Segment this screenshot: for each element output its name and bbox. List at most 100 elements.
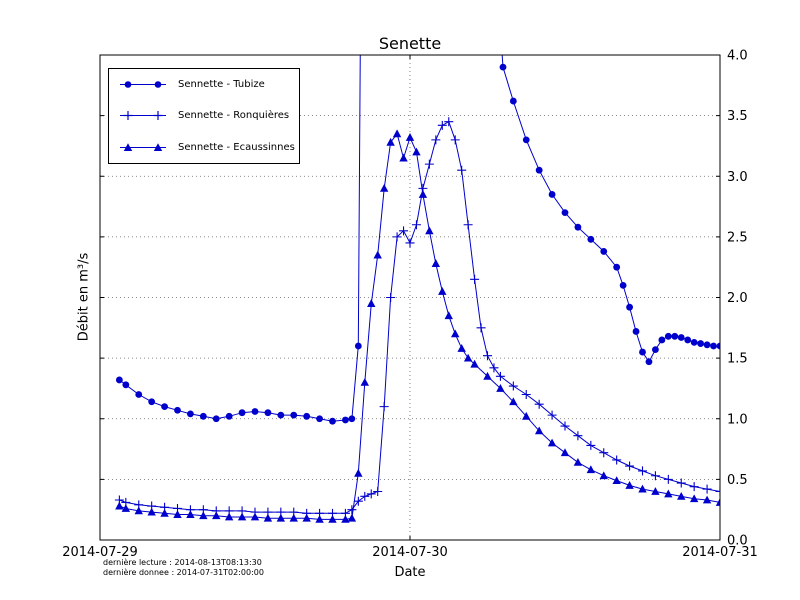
marker-circle: [684, 336, 692, 344]
marker-plus: [463, 220, 473, 230]
marker-triangle: [121, 504, 131, 512]
series-markers-ronquieres: [114, 117, 720, 518]
footer-last-reading: dernière lecture : 2014-08-13T08:13:30: [103, 558, 262, 567]
marker-circle: [548, 191, 556, 198]
marker-plus: [489, 363, 499, 373]
legend-label-ronquieres: Sennette - Ronquières: [178, 110, 290, 122]
marker-plus: [411, 220, 421, 230]
marker-circle: [619, 281, 627, 289]
marker-triangle: [367, 299, 376, 307]
marker-circle: [277, 411, 285, 419]
marker-circle: [522, 136, 530, 144]
marker-circle: [225, 412, 233, 420]
y-tick-label: 2.0: [727, 291, 748, 306]
marker-triangle: [412, 147, 421, 156]
marker-triangle: [315, 514, 324, 523]
marker-triangle: [302, 513, 311, 522]
marker-triangle: [573, 458, 583, 466]
marker-triangle: [186, 510, 195, 518]
legend: Sennette - Tubize Sennette - Ronquières …: [108, 68, 300, 164]
marker-triangle: [347, 513, 357, 522]
legend-entry-ronquieres: Sennette - Ronquières: [119, 109, 299, 122]
marker-plus: [663, 474, 673, 484]
y-tick-label: 1.0: [727, 412, 748, 427]
y-axis-label: Débit en m³/s: [76, 252, 92, 342]
legend-label-ecaussinnes: Sennette - Ecaussinnes: [178, 141, 295, 153]
marker-plus: [715, 487, 720, 496]
marker-circle: [574, 223, 582, 231]
marker-circle: [716, 342, 720, 350]
marker-triangle: [212, 511, 221, 520]
series-markers-ecaussinnes: [115, 129, 720, 523]
marker-triangle: [425, 226, 434, 235]
marker-circle: [587, 235, 595, 243]
legend-sample-circle-icon: [120, 81, 166, 88]
marker-circle: [639, 348, 646, 356]
marker-circle: [509, 97, 517, 105]
marker-triangle: [173, 510, 182, 518]
marker-triangle: [547, 438, 557, 447]
marker-plus: [689, 482, 699, 492]
marker-plus: [586, 440, 596, 450]
marker-triangle: [115, 501, 124, 510]
marker-triangle: [483, 371, 492, 380]
y-tick-label: 3.5: [727, 109, 748, 124]
marker-circle: [697, 340, 705, 347]
legend-entry-tubize: Sennette - Tubize: [119, 78, 299, 91]
marker-circle: [626, 303, 633, 311]
marker-triangle: [638, 484, 647, 493]
marker-plus: [424, 159, 434, 169]
marker-plus: [405, 238, 415, 248]
marker-circle: [187, 410, 194, 418]
marker-plus: [392, 232, 402, 242]
marker-plus: [521, 390, 531, 399]
marker-circle: [303, 412, 311, 420]
marker-plus: [444, 117, 454, 127]
marker-triangle: [276, 513, 286, 522]
marker-triangle: [457, 344, 466, 352]
marker-triangle: [438, 287, 447, 295]
marker-triangle: [224, 512, 234, 521]
series-line-ecaussinnes: [119, 132, 720, 520]
marker-circle: [613, 263, 621, 271]
marker-circle: [561, 209, 569, 217]
marker-triangle: [354, 468, 363, 477]
y-tick-label: 0.0: [727, 534, 748, 549]
marker-triangle: [134, 506, 143, 515]
marker-triangle: [237, 512, 247, 521]
marker-triangle: [509, 397, 518, 406]
marker-triangle: [586, 465, 596, 474]
marker-triangle: [399, 153, 408, 162]
marker-circle: [354, 342, 362, 350]
y-tick-label: 0.5: [727, 473, 748, 488]
marker-plus: [495, 371, 505, 381]
marker-plus: [534, 399, 544, 409]
marker-triangle: [250, 512, 260, 521]
legend-label-tubize: Sennette - Tubize: [178, 79, 265, 91]
plot-frame: [99, 54, 721, 541]
marker-circle: [264, 409, 272, 417]
marker-plus: [702, 484, 712, 494]
series-line-ronquieres: [119, 120, 720, 514]
marker-circle: [710, 342, 717, 350]
y-tick-label: 3.0: [727, 170, 748, 185]
legend-entry-ecaussinnes: Sennette - Ecaussinnes: [119, 141, 299, 154]
marker-plus: [373, 487, 383, 496]
marker-triangle: [360, 377, 369, 386]
marker-plus: [386, 293, 396, 302]
marker-triangle: [651, 487, 660, 495]
marker-circle: [664, 332, 672, 340]
series-ecaussinnes: [115, 129, 720, 523]
marker-triangle: [625, 481, 634, 489]
x-tick-label: 2014-07-30: [372, 545, 448, 560]
marker-plus: [360, 491, 370, 501]
marker-plus: [437, 120, 447, 130]
marker-triangle: [560, 448, 570, 457]
marker-circle: [290, 411, 298, 419]
marker-plus: [508, 381, 518, 391]
marker-plus: [547, 410, 557, 420]
marker-triangle: [386, 137, 395, 146]
marker-circle: [329, 417, 336, 425]
marker-triangle: [328, 514, 337, 523]
marker-circle: [199, 412, 207, 420]
